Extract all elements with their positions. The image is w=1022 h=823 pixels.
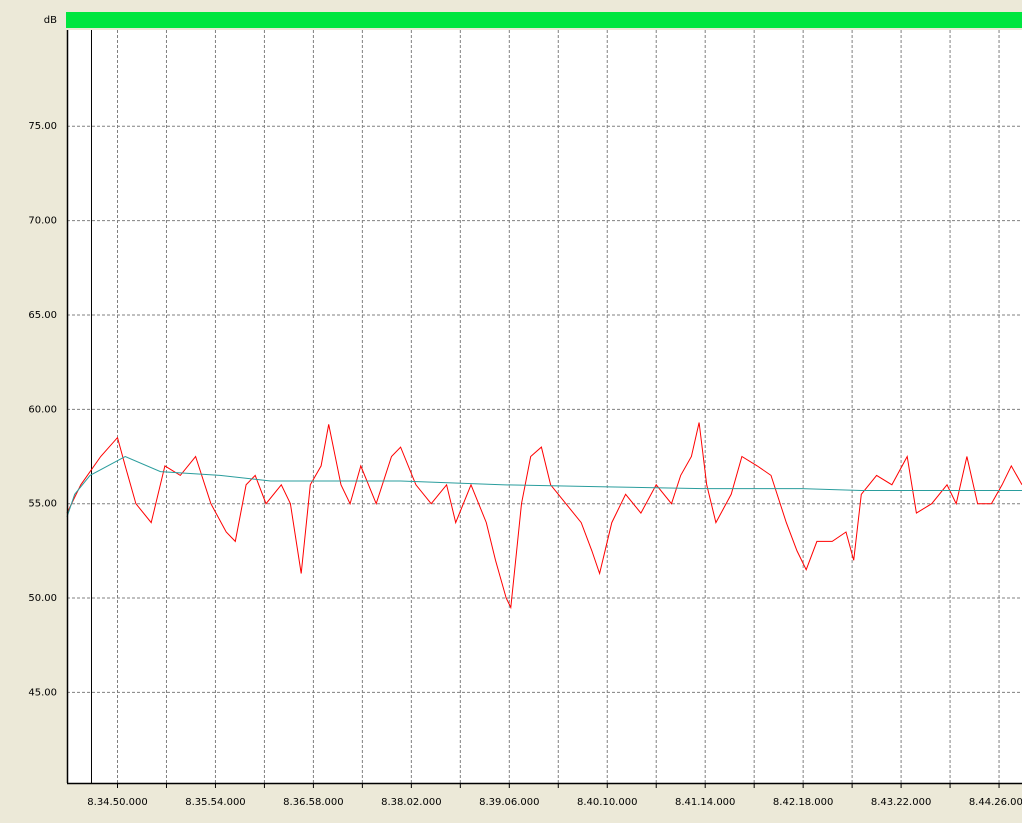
- x-tick-label: 8.43.22.000: [871, 797, 931, 808]
- series-line: [66, 455, 1022, 518]
- x-tick-label: 8.42.18.000: [773, 797, 833, 808]
- x-tick-label: 8.38.02.000: [381, 797, 441, 808]
- y-tick-label: 55.00: [28, 499, 57, 510]
- y-tick-label: 60.00: [28, 404, 57, 415]
- y-tick-label: 65.00: [28, 310, 57, 321]
- y-tick-label: 70.00: [28, 216, 57, 227]
- y-tick-label: 45.00: [28, 687, 57, 698]
- status-bar: [66, 12, 1022, 28]
- x-tick-label: 8.44.26.000: [969, 797, 1022, 808]
- x-tick-label: 8.40.10.000: [577, 797, 637, 808]
- y-tick-label: 50.00: [28, 593, 57, 604]
- x-tick-label: 8.36.58.000: [283, 797, 343, 808]
- x-tick-label: 8.34.50.000: [87, 797, 147, 808]
- x-tick-label: 8.35.54.000: [185, 797, 245, 808]
- y-tick-label: 75.00: [28, 121, 57, 132]
- series-line: [66, 422, 1022, 610]
- x-tick-label: 8.41.14.000: [675, 797, 735, 808]
- x-tick-label: 8.39.06.000: [479, 797, 539, 808]
- y-axis-label: dB: [44, 15, 57, 26]
- plot-area: [67, 30, 1022, 783]
